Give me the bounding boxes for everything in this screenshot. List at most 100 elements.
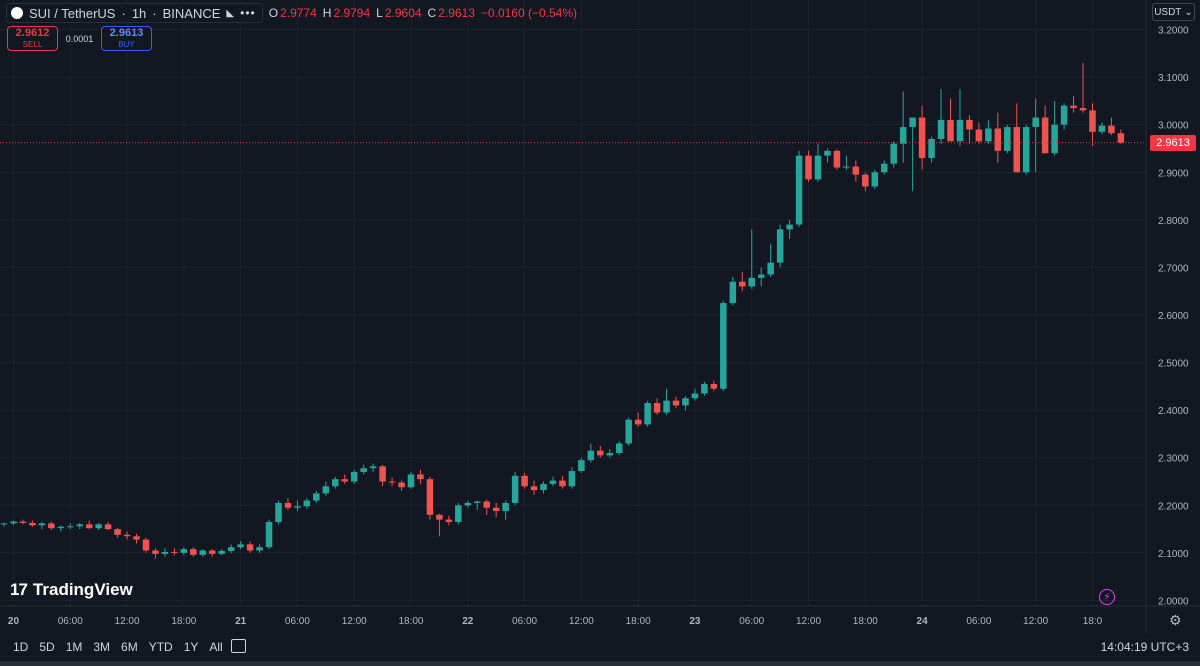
candle-body <box>369 466 377 469</box>
candle-body <box>313 493 320 501</box>
range-button-5d[interactable]: 5D <box>39 640 55 654</box>
candle <box>199 549 207 557</box>
lightning-icon[interactable]: ⚡ <box>1099 589 1115 605</box>
candle-body <box>180 549 188 553</box>
change-value: −0.0160 (−0.54%) <box>480 6 577 20</box>
range-button-all[interactable]: All <box>209 640 223 654</box>
candle <box>67 523 74 530</box>
time-tick-label: 18:0 <box>1083 616 1103 627</box>
clock-display[interactable]: 14:04:19 UTC+3 <box>1100 640 1189 654</box>
candle <box>190 547 197 557</box>
more-dots-icon[interactable]: ••• <box>240 6 256 20</box>
candle-body <box>104 524 112 530</box>
candle-body <box>218 551 225 554</box>
range-button-1d[interactable]: 1D <box>13 640 29 654</box>
candle <box>852 160 860 182</box>
candle-body <box>360 468 367 473</box>
time-tick-label: 22 <box>462 616 474 627</box>
time-tick-label: 12:00 <box>342 616 367 627</box>
candle <box>218 549 225 556</box>
candle-body <box>502 502 509 512</box>
candle-body <box>824 150 831 156</box>
range-button-6m[interactable]: 6M <box>121 640 138 654</box>
candle-body <box>426 479 434 515</box>
candle-body <box>1070 105 1077 109</box>
candle-body <box>1117 133 1125 143</box>
candle-body <box>975 129 983 142</box>
candle-body <box>597 450 604 456</box>
buy-button[interactable]: 2.9613 BUY <box>101 26 152 51</box>
time-tick-label: 06:00 <box>966 616 991 627</box>
candle-body <box>1013 127 1021 173</box>
candle-body <box>284 502 292 508</box>
candle <box>644 400 651 427</box>
candle <box>890 141 897 168</box>
open-value: 2.9774 <box>280 6 317 20</box>
time-tick-label: 20 <box>8 616 20 627</box>
candle <box>597 445 604 458</box>
time-tick-label: 18:00 <box>398 616 423 627</box>
candle-body <box>455 505 462 522</box>
candle <box>360 464 367 475</box>
candle-body <box>644 403 651 425</box>
candle <box>275 500 282 525</box>
candle <box>862 172 869 192</box>
candle-body <box>294 506 301 508</box>
time-tick-label: 06:00 <box>58 616 83 627</box>
candle-body <box>918 117 926 158</box>
candle <box>379 464 386 487</box>
candle-body <box>710 383 718 389</box>
price-tick-label: 2.3000 <box>1158 454 1189 465</box>
candle-body <box>729 281 737 304</box>
symbol-info[interactable]: SUI / TetherUS · 1h · BINANCE ◣ ••• <box>6 3 263 23</box>
candle-body <box>1041 117 1049 154</box>
sell-button[interactable]: 2.9612 SELL <box>7 26 58 51</box>
price-tick-label: 2.4000 <box>1158 406 1189 417</box>
candle <box>653 398 661 415</box>
candle <box>587 443 595 463</box>
range-button-3m[interactable]: 3M <box>93 640 111 654</box>
candle <box>227 544 235 553</box>
candle-body <box>199 550 207 555</box>
range-button-1m[interactable]: 1M <box>65 640 83 654</box>
chevron-down-icon: ⌄ <box>1184 6 1193 18</box>
candle-body <box>436 514 443 520</box>
candle-body <box>246 544 254 551</box>
price-tick-label: 2.5000 <box>1158 359 1189 370</box>
range-button-ytd[interactable]: YTD <box>148 640 173 654</box>
candle <box>398 480 405 492</box>
candle-body <box>190 549 197 555</box>
candle-body <box>19 521 27 523</box>
candle-body <box>587 450 595 461</box>
candle-body <box>161 551 169 554</box>
candle-body <box>625 419 632 444</box>
candle <box>313 491 320 503</box>
currency-selector[interactable]: USDT ⌄ <box>1152 3 1195 21</box>
candle-body <box>133 536 140 540</box>
range-button-1y[interactable]: 1Y <box>183 640 199 654</box>
gear-icon[interactable]: ⚙ <box>1169 612 1182 628</box>
candle-body <box>265 521 273 548</box>
candle <box>918 105 926 170</box>
candlestick-chart[interactable]: 2.0000 2.1000 2.2000 2.3000 2.4000 2.5000 2.60… <box>0 0 1200 633</box>
candle <box>322 481 330 496</box>
price-axis[interactable]: 2.0000 2.1000 2.2000 2.3000 2.4000 2.5000 2.60… <box>1158 26 1189 608</box>
candle <box>899 91 907 163</box>
candle <box>1032 98 1039 173</box>
candle-body <box>1032 117 1039 128</box>
tradingview-logo[interactable]: 17 TradingView <box>10 580 133 600</box>
candle-body <box>123 534 131 537</box>
candle <box>464 500 472 508</box>
candle <box>350 469 358 484</box>
candle-body <box>142 539 150 551</box>
candle <box>1079 62 1087 113</box>
candle <box>937 88 945 144</box>
calendar-goto-icon[interactable] <box>231 639 246 653</box>
time-tick-label: 12:00 <box>1023 616 1048 627</box>
time-axis[interactable]: 20 06:00 12:00 18:00 21 06:00 12:00 18:00 22 06:0… <box>8 616 1103 627</box>
chart-grid <box>0 0 1200 633</box>
candle <box>142 537 150 553</box>
candle <box>947 98 954 142</box>
flag-icon[interactable]: ◣ <box>226 7 235 19</box>
candle <box>776 224 784 268</box>
